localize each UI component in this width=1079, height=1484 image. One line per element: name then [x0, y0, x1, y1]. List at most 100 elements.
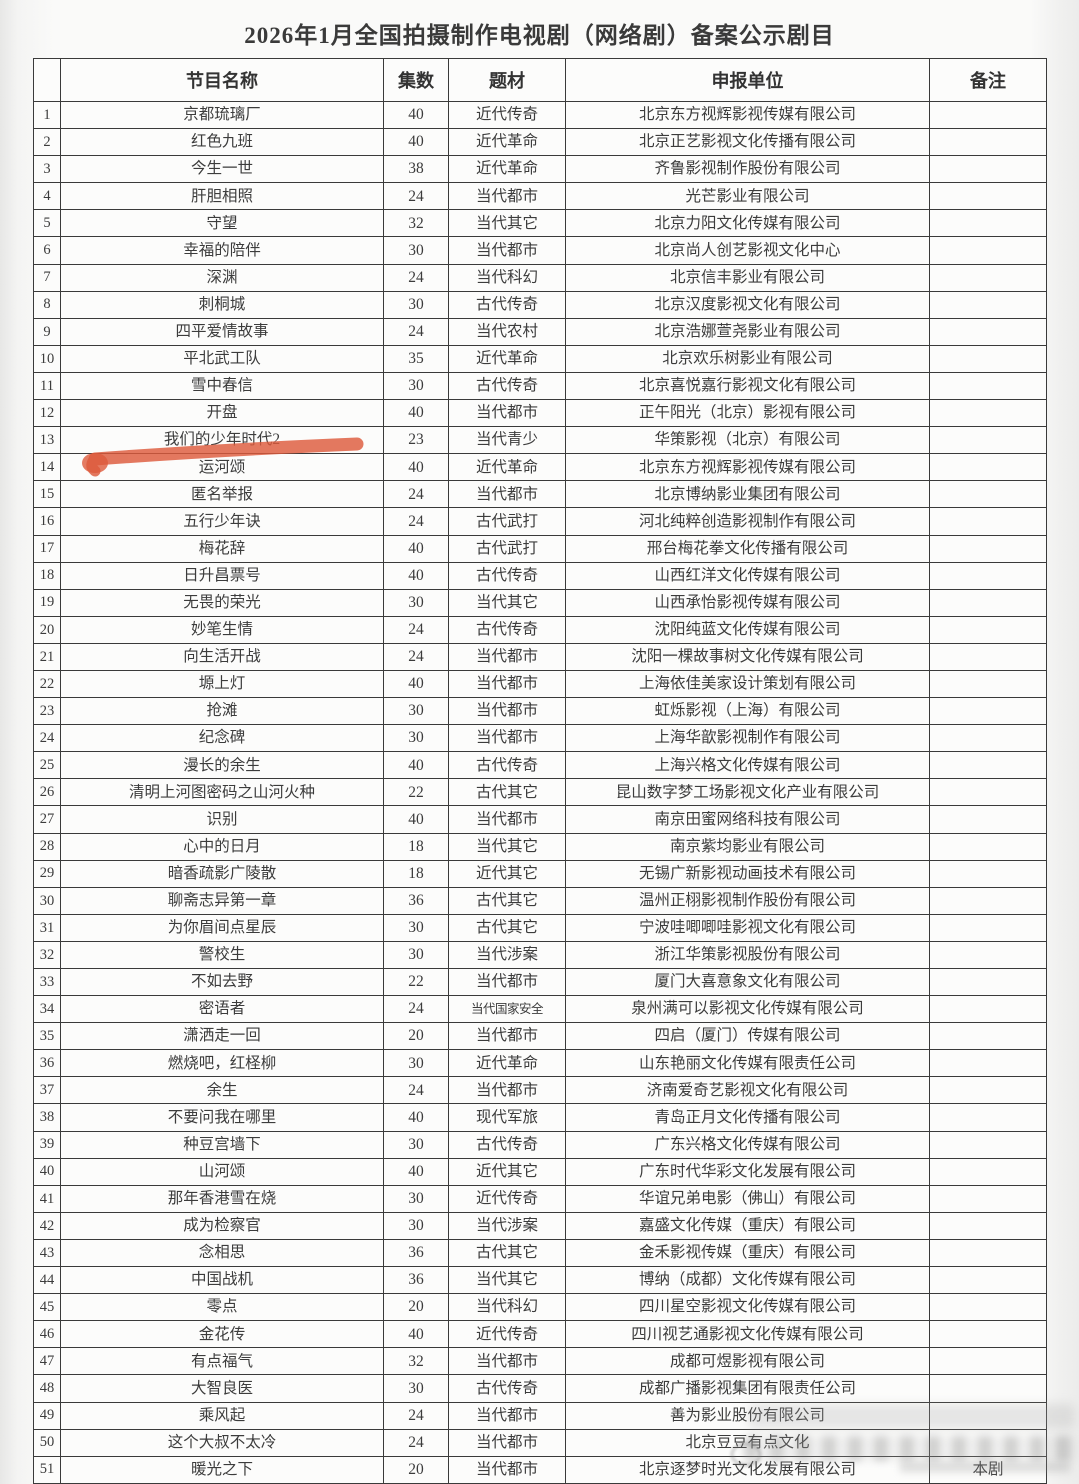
episode-count-cell: 20	[383, 1455, 449, 1484]
row-index-cell: 1	[33, 100, 61, 130]
table-row: 36 燃烧吧，红柽柳 30 近代革命 山东艳丽文化传媒有限责任公司	[33, 1049, 1047, 1078]
genre-cell: 当代都市	[448, 399, 566, 428]
program-name-cell: 这个大叔不太冷	[60, 1428, 384, 1457]
program-name-cell: 余生	[60, 1076, 384, 1105]
table-row: 35 潇洒走一回 20 当代都市 四启（厦门）传媒有限公司	[33, 1022, 1047, 1051]
row-index-cell: 3	[33, 155, 61, 184]
row-index-cell: 49	[33, 1401, 61, 1430]
program-name-cell: 种豆宫墙下	[60, 1130, 384, 1159]
table-row: 18 日升昌票号 40 古代传奇 山西红洋文化传媒有限公司	[33, 561, 1047, 590]
row-index-cell: 38	[33, 1103, 61, 1132]
table-row: 8 刺桐城 30 古代传奇 北京汉度影视文化有限公司	[33, 290, 1047, 319]
note-cell	[929, 995, 1047, 1024]
genre-cell: 当代涉案	[448, 940, 566, 970]
row-index-cell: 10	[33, 344, 61, 373]
genre-cell: 古代其它	[448, 886, 566, 915]
table-row: 2 红色九班 40 近代革命 北京正艺影视文化传播有限公司	[33, 128, 1047, 157]
note-cell	[929, 642, 1047, 671]
episode-count-cell: 30	[383, 697, 449, 726]
episode-count-cell: 40	[383, 399, 449, 428]
company-cell: 齐鲁影视制作股份有限公司	[565, 155, 930, 184]
table-row: 43 念相思 36 古代其它 金禾影视传媒（重庆）有限公司	[33, 1238, 1047, 1268]
program-name-cell: 匿名举报	[60, 480, 384, 509]
table-row: 3 今生一世 38 近代革命 齐鲁影视制作股份有限公司	[33, 155, 1047, 184]
genre-cell: 当代都市	[448, 1076, 566, 1105]
program-name-cell: 平北武工队	[60, 344, 384, 373]
genre-cell: 古代其它	[448, 913, 566, 942]
episode-count-cell: 22	[383, 967, 449, 997]
note-cell	[929, 155, 1047, 184]
episode-count-cell: 40	[383, 751, 449, 780]
episode-count-cell: 24	[383, 263, 449, 292]
company-cell: 厦门大喜意象文化有限公司	[565, 967, 930, 997]
company-cell: 华谊兄弟电影（佛山）有限公司	[565, 1184, 930, 1213]
program-name-cell: 识别	[60, 805, 384, 834]
row-index-cell: 19	[33, 588, 61, 617]
episode-count-cell: 32	[383, 209, 449, 238]
episode-count-cell: 30	[383, 940, 449, 970]
episode-count-cell: 18	[383, 832, 449, 861]
table-row: 5 守望 32 当代其它 北京力阳文化传媒有限公司	[33, 209, 1047, 238]
note-cell	[929, 697, 1047, 726]
company-cell: 南京田蜜网络科技有限公司	[565, 805, 930, 834]
table-row: 22 塬上灯 40 当代都市 上海依佳美家设计策划有限公司	[33, 669, 1047, 699]
note-cell	[929, 426, 1047, 455]
row-index-cell: 4	[33, 182, 61, 211]
table-row: 32 警校生 30 当代涉案 浙江华策影视股份有限公司	[33, 940, 1047, 970]
table-row: 30 聊斋志异第一章 36 古代其它 温州正栩影视制作股份有限公司	[33, 886, 1047, 915]
program-name-cell: 漫长的余生	[60, 751, 384, 780]
row-index-cell: 46	[33, 1320, 61, 1349]
table-row: 49 乘风起 24 当代都市 善为影业股份有限公司	[33, 1401, 1047, 1430]
note-cell	[929, 128, 1047, 157]
program-name-cell: 密语者	[60, 995, 384, 1024]
company-cell: 善为影业股份有限公司	[565, 1401, 930, 1430]
company-cell: 成都可煜影视有限公司	[565, 1347, 930, 1376]
program-name-cell: 幸福的陪伴	[60, 236, 384, 265]
genre-cell: 近代传奇	[448, 100, 566, 130]
program-name-cell: 我们的少年时代2	[60, 426, 384, 455]
row-index-cell: 14	[33, 453, 61, 482]
note-cell	[929, 1266, 1047, 1295]
episode-count-cell: 36	[383, 1238, 449, 1268]
episode-count-cell: 36	[383, 1266, 449, 1295]
episode-count-cell: 40	[383, 534, 449, 563]
program-name-cell: 清明上河图密码之山河火种	[60, 778, 384, 807]
note-cell	[929, 751, 1047, 780]
note-cell	[929, 913, 1047, 942]
row-index-cell: 24	[33, 724, 61, 753]
genre-cell: 当代科幻	[448, 1293, 566, 1322]
genre-cell: 当代都市	[448, 1401, 566, 1430]
row-index-cell: 35	[33, 1022, 61, 1051]
company-cell: 河北纯粹创造影视制作有限公司	[565, 507, 930, 536]
program-name-cell: 警校生	[60, 940, 384, 970]
note-cell	[929, 1076, 1047, 1105]
company-cell: 沈阳一棵故事树文化传媒有限公司	[565, 642, 930, 671]
company-cell: 北京豆豆有点文化	[565, 1428, 930, 1457]
episode-count-cell: 30	[383, 913, 449, 942]
genre-cell: 近代革命	[448, 1049, 566, 1078]
table-row: 23 抢滩 30 当代都市 虹烁影视（上海）有限公司	[33, 697, 1047, 726]
table-row: 37 余生 24 当代都市 济南爱奇艺影视文化有限公司	[33, 1076, 1047, 1105]
company-cell: 华策影视（北京）有限公司	[565, 426, 930, 455]
program-name-cell: 不如去野	[60, 967, 384, 997]
genre-cell: 当代都市	[448, 236, 566, 265]
episode-count-cell: 32	[383, 1347, 449, 1376]
note-cell: 本剧	[929, 1455, 1047, 1484]
genre-cell: 当代都市	[448, 1455, 566, 1484]
row-index-cell: 32	[33, 940, 61, 970]
company-cell: 宁波哇唧唧哇影视文化有限公司	[565, 913, 930, 942]
company-cell: 北京尚人创艺影视文化中心	[565, 236, 930, 265]
episode-count-cell: 40	[383, 561, 449, 590]
header-program-name: 节目名称	[60, 58, 384, 102]
header-index	[33, 58, 61, 102]
program-name-cell: 聊斋志异第一章	[60, 886, 384, 915]
genre-cell: 当代青少	[448, 426, 566, 455]
episode-count-cell: 38	[383, 155, 449, 184]
row-index-cell: 27	[33, 805, 61, 834]
note-cell	[929, 940, 1047, 970]
company-cell: 嘉盛文化传媒（重庆）有限公司	[565, 1211, 930, 1240]
episode-count-cell: 30	[383, 1184, 449, 1213]
program-name-cell: 肝胆相照	[60, 182, 384, 211]
company-cell: 浙江华策影视股份有限公司	[565, 940, 930, 970]
note-cell	[929, 507, 1047, 536]
